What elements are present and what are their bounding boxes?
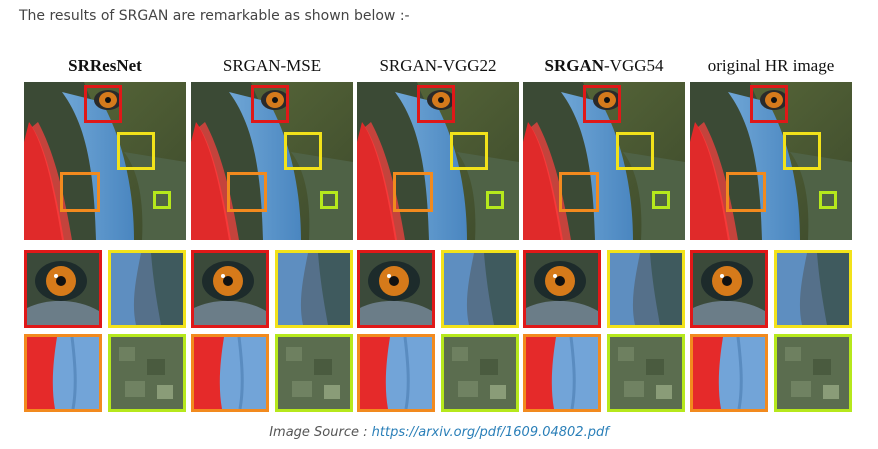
cheek-crop (275, 334, 353, 412)
cheek-crop (774, 334, 852, 412)
fur-highlight-box (117, 132, 155, 170)
nose-crop (357, 334, 435, 412)
nose-crop (24, 334, 102, 412)
eye-highlight-box (84, 85, 122, 123)
column-title-suffix: -VGG54 (604, 56, 664, 75)
srgan-comparison-figure: SRResNet SRGAN-MSE (24, 56, 854, 416)
nose-crop (690, 334, 768, 412)
column-title: original HR image (707, 56, 835, 75)
eye-highlight-box (417, 85, 455, 123)
eye-highlight-box (251, 85, 289, 123)
cheek-highlight-box (153, 191, 171, 209)
cheek-crop (108, 334, 186, 412)
cheek-highlight-box (652, 191, 670, 209)
eye-crop (523, 250, 601, 328)
cheek-crop (607, 334, 685, 412)
fur-highlight-box (616, 132, 654, 170)
fur-crop (275, 250, 353, 328)
nose-crop (191, 334, 269, 412)
nose-highlight-box (559, 172, 599, 212)
nose-highlight-box (393, 172, 433, 212)
mandrill-image (24, 82, 186, 240)
eye-highlight-box (583, 85, 621, 123)
cheek-highlight-box (486, 191, 504, 209)
cheek-crop (441, 334, 519, 412)
column-title: SRResNet (68, 56, 142, 75)
fur-crop (441, 250, 519, 328)
eye-crop (191, 250, 269, 328)
cheek-highlight-box (819, 191, 837, 209)
eye-crop (690, 250, 768, 328)
nose-highlight-box (60, 172, 100, 212)
eye-crop (24, 250, 102, 328)
mandrill-image (357, 82, 519, 240)
eye-crop (357, 250, 435, 328)
cheek-highlight-box (320, 191, 338, 209)
column-title: SRGAN-VGG22 (379, 56, 497, 75)
nose-highlight-box (726, 172, 766, 212)
eye-highlight-box (750, 85, 788, 123)
nose-highlight-box (227, 172, 267, 212)
fur-crop (607, 250, 685, 328)
intro-text: The results of SRGAN are remarkable as s… (19, 8, 410, 24)
fur-crop (774, 250, 852, 328)
mandrill-image (523, 82, 685, 240)
mandrill-image (690, 82, 852, 240)
fur-highlight-box (284, 132, 322, 170)
fur-highlight-box (450, 132, 488, 170)
caption-label: Image Source : (269, 425, 372, 440)
mandrill-image (191, 82, 353, 240)
column-title-prefix: SRGAN (544, 56, 604, 75)
fur-highlight-box (783, 132, 821, 170)
fur-crop (108, 250, 186, 328)
column-title: SRGAN-VGG54 (513, 56, 695, 76)
source-link[interactable]: https://arxiv.org/pdf/1609.04802.pdf (371, 425, 609, 440)
nose-crop (523, 334, 601, 412)
column-title: SRGAN-MSE (222, 56, 322, 75)
image-source-caption: Image Source : https://arxiv.org/pdf/160… (0, 425, 878, 440)
